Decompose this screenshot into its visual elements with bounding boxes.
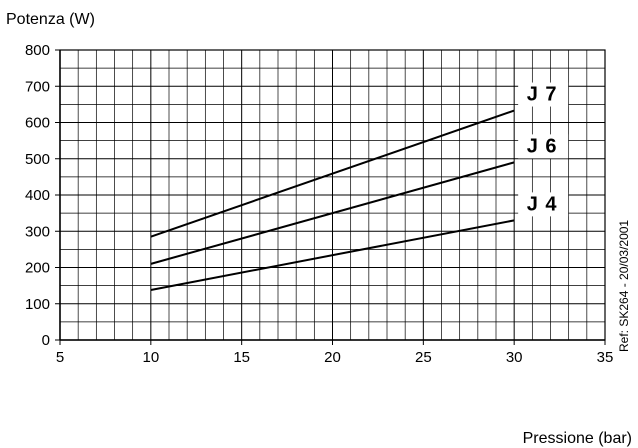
- series-lines: [150, 109, 515, 291]
- series-label-background: [518, 192, 569, 217]
- x-tick-label: 35: [597, 349, 614, 366]
- series-line: [150, 219, 515, 291]
- x-tick-label: 30: [506, 349, 523, 366]
- y-tick-label: 200: [25, 260, 50, 277]
- y-tick-label: 300: [25, 223, 50, 240]
- series-label: J 7: [527, 84, 558, 106]
- series-label-background: [518, 134, 569, 159]
- series-line: [150, 161, 515, 265]
- y-tick-label: 500: [25, 151, 50, 168]
- series-line: [150, 109, 515, 238]
- grid: [59, 49, 606, 341]
- x-tick-label: 25: [415, 349, 432, 366]
- series-label: J 4: [527, 193, 558, 215]
- series-label: J 6: [527, 135, 558, 157]
- series-labels: J 7 J 6 J 4: [518, 82, 569, 217]
- x-tick-label: 5: [56, 349, 64, 366]
- y-tick-labels: 0 100 200 300 400 500 600 700 800: [25, 42, 60, 349]
- y-tick-label: 600: [25, 115, 50, 132]
- x-tick-label: 15: [233, 349, 250, 366]
- x-tick-label: 20: [324, 349, 341, 366]
- reference-annotation: Ref: SK264 - 20/03/2001: [617, 220, 631, 352]
- y-axis-title: Potenza (W): [6, 11, 95, 28]
- y-tick-label: 100: [25, 296, 50, 313]
- y-tick-label: 0: [42, 332, 50, 349]
- x-axis-title: Pressione (bar): [523, 430, 632, 447]
- x-tick-labels: 5 10 15 20 25 30 35: [56, 340, 614, 366]
- x-tick-label: 10: [142, 349, 159, 366]
- y-tick-label: 700: [25, 78, 50, 95]
- y-tick-label: 400: [25, 187, 50, 204]
- y-tick-label: 800: [25, 42, 50, 59]
- series-label-background: [518, 82, 569, 107]
